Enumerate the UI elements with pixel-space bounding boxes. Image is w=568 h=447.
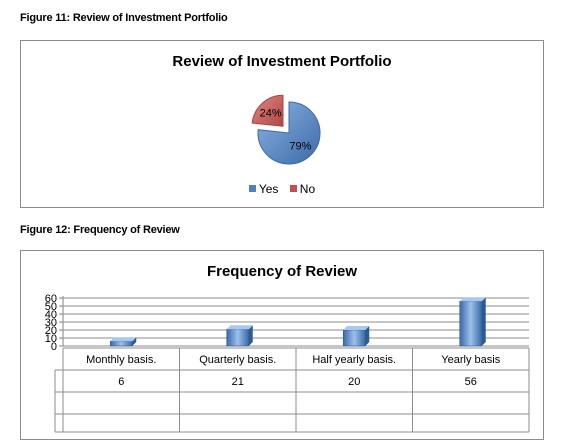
bar-top xyxy=(343,326,370,330)
data-table-value: 20 xyxy=(348,376,360,388)
y-tick-label: 60 xyxy=(45,293,57,305)
bar-side xyxy=(248,325,253,346)
bar-front xyxy=(109,340,133,347)
pie-legend: Yes No xyxy=(21,182,543,196)
bar-gridlines xyxy=(59,296,529,347)
bar-side xyxy=(481,297,486,346)
figure-11-caption: Figure 11: Review of Investment Portfoli… xyxy=(20,12,228,24)
bar-top xyxy=(110,337,137,342)
bar-side xyxy=(365,326,370,346)
x-category-label: Half yearly basis. xyxy=(312,354,396,366)
bar-1 xyxy=(109,337,137,347)
bar-front xyxy=(459,300,483,347)
y-tick-label: 40 xyxy=(45,309,57,321)
legend-label-yes: Yes xyxy=(258,182,279,196)
y-tick-label: 50 xyxy=(45,301,57,313)
bar-side xyxy=(132,337,137,346)
data-table-value: 6 xyxy=(118,376,124,388)
x-category-label: Yearly basis xyxy=(441,354,500,366)
legend-item-yes: Yes xyxy=(248,182,279,196)
pie-slice-yes xyxy=(257,101,321,165)
pie-chart-frame: Review of Investment Portfolio 79% 24% Y… xyxy=(20,40,544,208)
y-tick-label: 30 xyxy=(45,317,57,329)
legend-item-no: No xyxy=(289,182,316,196)
legend-swatch-yes xyxy=(248,185,256,192)
bar-chart-title: Frequency of Review xyxy=(206,263,358,280)
data-table-value: 21 xyxy=(232,376,244,388)
bar-front xyxy=(226,328,250,347)
bar-2 xyxy=(226,325,253,347)
pie-label-yes: 79% xyxy=(289,141,311,153)
data-table-value: 56 xyxy=(465,376,477,388)
x-category-label: Monthly basis. xyxy=(86,354,156,366)
x-category-label: Quarterly basis. xyxy=(199,354,276,366)
bar-series xyxy=(109,297,486,347)
pie-chart-title: Review of Investment Portfolio xyxy=(172,53,392,70)
legend-swatch-no xyxy=(289,185,297,192)
pie-chart: 79% 24% xyxy=(251,94,321,165)
bar-front xyxy=(342,329,366,347)
bar-4 xyxy=(459,297,486,347)
bar-chart-frame: Frequency of Review 0 10 20 30 40 50 60 Monthl… xyxy=(20,250,544,440)
y-tick-label: 0 xyxy=(51,341,57,353)
bar-3 xyxy=(342,326,370,347)
y-tick-label: 10 xyxy=(45,333,57,345)
pie-slice-no xyxy=(251,94,284,127)
y-tick-label: 20 xyxy=(45,325,57,337)
figure-12-caption: Figure 12: Frequency of Review xyxy=(20,224,180,236)
pie-label-no: 24% xyxy=(260,108,282,120)
data-table: Monthly basis. 6 Quarterly basis. 21 Half ye… xyxy=(54,347,530,433)
legend-label-no: No xyxy=(299,182,316,196)
bar-top xyxy=(459,297,486,302)
bar-top xyxy=(226,325,253,330)
